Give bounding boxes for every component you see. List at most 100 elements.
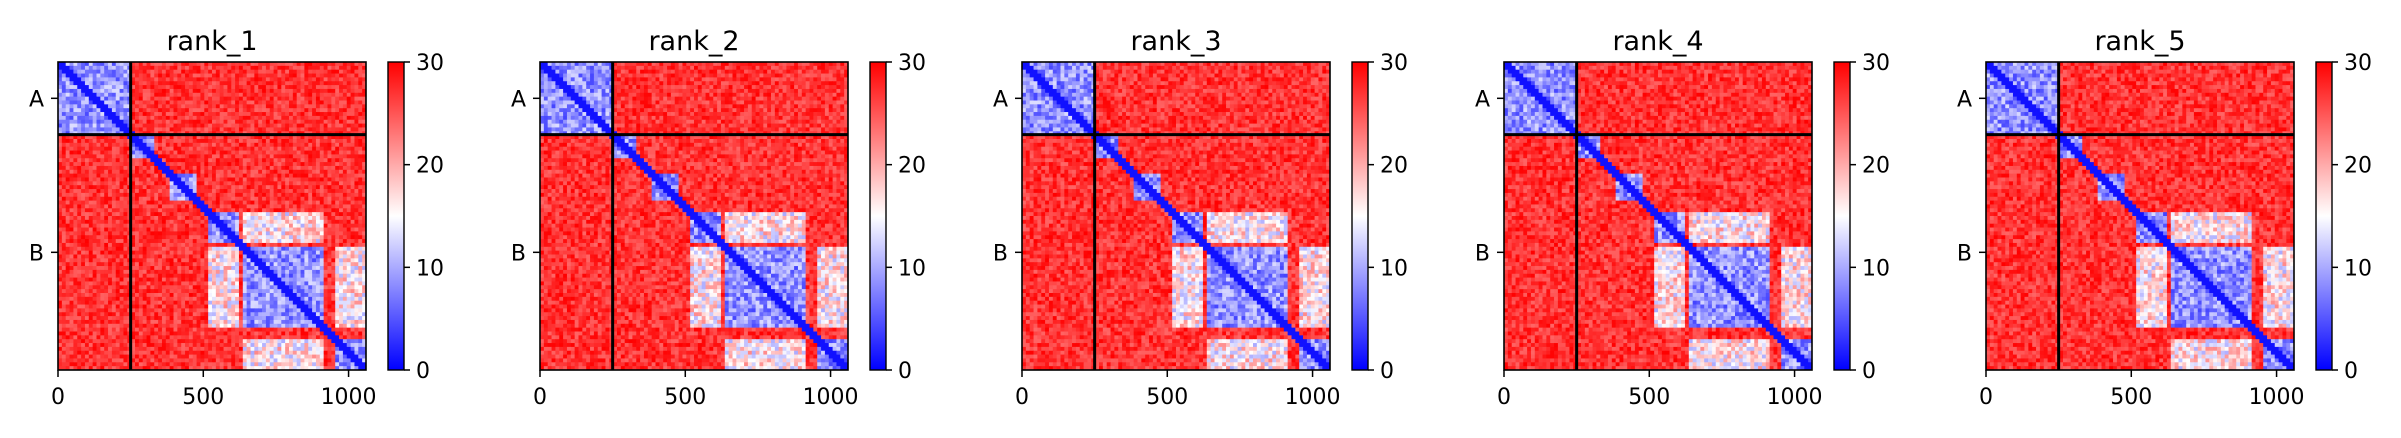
heatmap-cell xyxy=(304,120,308,124)
heatmap-cell xyxy=(251,143,255,147)
heatmap-cell xyxy=(328,66,332,70)
heatmap-cell xyxy=(224,139,228,143)
heatmap-cell xyxy=(147,297,151,301)
heatmap-cell xyxy=(274,293,278,297)
heatmap-cell xyxy=(70,197,74,201)
heatmap-cell xyxy=(193,124,197,128)
heatmap-cell xyxy=(77,297,81,301)
heatmap-cell xyxy=(247,201,251,205)
heatmap-cell xyxy=(262,154,266,158)
heatmap-cell xyxy=(100,158,104,162)
heatmap-cell xyxy=(297,270,301,274)
heatmap-cell xyxy=(139,297,143,301)
heatmap-cell xyxy=(243,285,247,289)
heatmap-cell xyxy=(120,258,124,262)
heatmap-cell xyxy=(335,204,339,208)
heatmap-cell xyxy=(324,154,328,158)
heatmap-cell xyxy=(270,104,274,108)
heatmap-cell xyxy=(316,247,320,251)
heatmap-cell xyxy=(204,189,208,193)
heatmap-cell xyxy=(316,189,320,193)
heatmap-cell xyxy=(150,124,154,128)
heatmap-cell xyxy=(62,220,66,224)
heatmap-cell xyxy=(335,97,339,101)
heatmap-cell xyxy=(304,224,308,228)
heatmap-cell xyxy=(158,154,162,158)
heatmap-cell xyxy=(150,139,154,143)
heatmap-cell xyxy=(181,66,185,70)
heatmap-cell xyxy=(81,258,85,262)
heatmap-cell xyxy=(335,70,339,74)
heatmap-cell xyxy=(251,193,255,197)
heatmap-cell xyxy=(331,247,335,251)
heatmap-cell xyxy=(266,154,270,158)
heatmap-cell xyxy=(208,101,212,105)
heatmap-cell xyxy=(204,143,208,147)
heatmap-cell xyxy=(66,124,70,128)
heatmap-cell xyxy=(328,270,332,274)
heatmap-cell xyxy=(281,228,285,232)
heatmap-cell xyxy=(77,212,81,216)
heatmap-cell xyxy=(293,97,297,101)
heatmap-cell xyxy=(277,104,281,108)
heatmap-cell xyxy=(262,104,266,108)
heatmap-cell xyxy=(104,108,108,112)
heatmap-cell xyxy=(112,170,116,174)
heatmap-cell xyxy=(143,193,147,197)
heatmap-cell xyxy=(251,139,255,143)
heatmap-cell xyxy=(181,174,185,178)
heatmap-cell xyxy=(347,89,351,93)
heatmap-cell xyxy=(351,89,355,93)
heatmap-cell xyxy=(81,212,85,216)
heatmap-cell xyxy=(73,285,77,289)
heatmap-cell xyxy=(293,289,297,293)
heatmap-cell xyxy=(62,162,66,166)
heatmap-cell xyxy=(289,112,293,116)
heatmap-cell xyxy=(85,285,89,289)
heatmap-cell xyxy=(162,228,166,232)
heatmap-cell xyxy=(143,204,147,208)
heatmap-cell xyxy=(174,262,178,266)
heatmap-cell xyxy=(320,258,324,262)
heatmap-cell xyxy=(181,270,185,274)
heatmap-cell xyxy=(328,158,332,162)
heatmap-cell xyxy=(166,301,170,305)
heatmap-cell xyxy=(308,258,312,262)
heatmap-cell xyxy=(108,81,112,85)
heatmap-cell xyxy=(243,127,247,131)
heatmap-cell xyxy=(274,104,278,108)
heatmap-cell xyxy=(335,139,339,143)
heatmap-cell xyxy=(112,301,116,305)
heatmap-cell xyxy=(189,266,193,270)
heatmap-cell xyxy=(158,185,162,189)
heatmap-cell xyxy=(108,70,112,74)
heatmap-cell xyxy=(89,278,93,282)
heatmap-cell xyxy=(316,201,320,205)
heatmap-cell xyxy=(104,258,108,262)
heatmap-cell xyxy=(328,251,332,255)
heatmap-cell xyxy=(351,120,355,124)
heatmap-cell xyxy=(220,239,224,243)
heatmap-cell xyxy=(143,301,147,305)
heatmap-cell xyxy=(112,116,116,120)
heatmap-cell xyxy=(147,262,151,266)
heatmap-cell xyxy=(354,216,358,220)
heatmap-cell xyxy=(301,81,305,85)
heatmap-cell xyxy=(335,216,339,220)
heatmap-cell xyxy=(108,201,112,205)
heatmap-cell xyxy=(343,197,347,201)
heatmap-cell xyxy=(297,243,301,247)
heatmap-cell xyxy=(335,124,339,128)
heatmap-cell xyxy=(274,66,278,70)
heatmap-cell xyxy=(274,74,278,78)
heatmap-cell xyxy=(304,85,308,89)
heatmap-cell xyxy=(77,112,81,116)
heatmap-cell xyxy=(331,147,335,151)
heatmap-cell xyxy=(147,116,151,120)
heatmap-cell xyxy=(185,262,189,266)
heatmap-cell xyxy=(231,262,235,266)
heatmap-cell xyxy=(162,101,166,105)
heatmap-cell xyxy=(312,127,316,131)
heatmap-cell xyxy=(70,278,74,282)
heatmap-cell xyxy=(193,255,197,259)
